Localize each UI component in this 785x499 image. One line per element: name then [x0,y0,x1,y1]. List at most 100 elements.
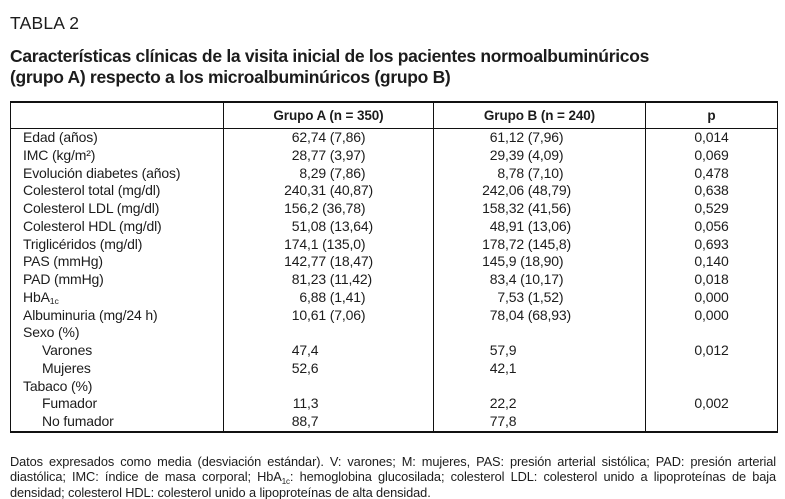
value-cell-grupo-b: 48,91 (13,06) [433,217,646,236]
table-number-kicker: TABLA 2 [10,13,80,33]
row-label: Colesterol LDL (mg/dl) [23,200,160,216]
row-label: Varones [42,342,93,358]
row-label: IMC (kg/m²) [23,146,96,163]
value-cell-grupo-b: 145,9 (18,90) [433,253,646,271]
value-cell-grupo-a: 156,2 (36,78) [223,200,434,218]
footnote-subscript: 1c [281,476,290,486]
row-label: Triglicéridos (mg/dl) [23,235,143,252]
value-cell-grupo-a: 47,4 [223,342,434,360]
row-label: PAS (mmHg) [23,253,103,270]
value-cell-grupo-a: 51,08 (13,64) [223,217,434,236]
value-cell-grupo-b: 22,2 [433,395,646,413]
table-header: Grupo A (n = 350) Grupo B (n = 240) p [10,102,778,129]
footnote-text-part1: Datos expresados como media (desviación … [10,453,776,485]
table-footnote: Datos expresados como media (desviación … [10,454,776,499]
row-label: Evolución diabetes (años) [23,164,181,181]
value-cell-grupo-b: 242,06 (48,79) [433,182,646,200]
value-cell-grupo-a: 142,77 (18,47) [223,253,434,271]
table-row: Colesterol total (mg/dl) 240,31 (40,87) … [11,182,778,200]
row-label: Colesterol HDL (mg/dl) [23,217,162,234]
value-cell-grupo-b: 83,4 (10,17) [433,271,646,289]
table-row: PAD (mmHg) 81,23 (11,42) 83,4 (10,17) 0,… [11,271,778,289]
value-cell-grupo-b: 29,39 (4,09) [433,146,646,165]
table-row: Triglicéridos (mg/dl) 174,1 (135,0) 178,… [11,235,778,254]
value-cell-grupo-b: 61,12 (7,96) [433,128,646,147]
value-cell-grupo-a [223,377,434,396]
value-cell-grupo-b [433,324,646,342]
value-cell-grupo-b: 158,32 (41,56) [433,200,646,218]
table-row: Colesterol HDL (mg/dl) 51,08 (13,64) 48,… [11,217,778,236]
value-cell-grupo-a: 11,3 [223,395,434,413]
table-row: No fumador 88,7 77,8 [11,413,778,432]
value-cell-p: 0,638 [645,182,778,200]
table-row: Albuminuria (mg/24 h) 10,61 (7,06) 78,04… [11,306,778,325]
column-header-empty [10,102,224,129]
row-label: Tabaco (%) [23,377,93,394]
table-row: IMC (kg/m²) 28,77 (3,97) 29,39 (4,09) 0,… [11,146,778,165]
value-cell-p: 0,014 [645,128,778,147]
table-body: Edad (años) 62,74 (7,86) 61,12 (7,96) 0,… [11,128,778,432]
value-cell-grupo-b: 42,1 [433,359,646,378]
value-cell-grupo-a: 52,6 [223,359,434,378]
value-cell-p: 0,069 [645,146,778,165]
value-cell-grupo-a: 88,7 [223,413,434,432]
value-cell-p: 0,693 [645,235,778,254]
column-header-p: p [645,102,778,129]
table-row: Colesterol LDL (mg/dl) 156,2 (36,78) 158… [11,200,778,218]
column-header-grupo-b: Grupo B (n = 240) [433,102,646,129]
value-cell-grupo-b: 57,9 [433,342,646,360]
table-row: PAS (mmHg) 142,77 (18,47) 145,9 (18,90) … [11,253,778,271]
value-cell-grupo-a: 10,61 (7,06) [223,306,434,325]
clinical-characteristics-table: Grupo A (n = 350) Grupo B (n = 240) p Ed… [10,101,778,433]
value-cell-grupo-a: 81,23 (11,42) [223,271,434,289]
value-cell-grupo-a: 28,77 (3,97) [223,146,434,165]
value-cell-p: 0,478 [645,164,778,183]
table-row: Tabaco (%) [11,377,778,396]
value-cell-p: 0,529 [645,200,778,218]
value-cell-p: 0,002 [645,395,778,413]
value-cell-grupo-b: 77,8 [433,413,646,432]
value-cell-grupo-b: 7,53 (1,52) [433,288,646,307]
value-cell-p [645,377,778,396]
table-row: Edad (años) 62,74 (7,86) 61,12 (7,96) 0,… [11,128,778,147]
column-header-grupo-a: Grupo A (n = 350) [223,102,434,129]
row-label: Mujeres [42,359,91,376]
value-cell-grupo-a: 8,29 (7,86) [223,164,434,183]
row-label: Sexo (%) [23,324,80,341]
value-cell-p: 0,012 [645,342,778,360]
row-label: HbA1c [23,288,59,307]
footnote-text-part2: : hemoglobina glucosilada; colesterol LD… [10,469,777,499]
row-label: Albuminuria (mg/24 h) [23,306,158,323]
value-cell-p: 0,000 [645,288,778,307]
value-cell-p: 0,140 [645,253,778,271]
row-label: PAD (mmHg) [23,271,104,287]
row-label: Fumador [42,395,97,412]
value-cell-p: 0,056 [645,217,778,236]
table-title: Características clínicas de la visita in… [10,46,785,88]
row-label: Colesterol total (mg/dl) [23,182,161,199]
table-title-line1: Características clínicas de la visita in… [10,46,650,66]
value-cell-grupo-a: 174,1 (135,0) [223,235,434,254]
value-cell-p: 0,000 [645,306,778,325]
value-cell-grupo-b: 78,04 (68,93) [433,306,646,325]
value-cell-grupo-a: 240,31 (40,87) [223,182,434,200]
table-row: Mujeres 52,6 42,1 [11,359,778,378]
value-cell-grupo-b [433,377,646,396]
table-row: Varones 47,4 57,9 0,012 [11,342,778,360]
table-title-line2: (grupo A) respecto a los microalbuminúri… [10,67,451,87]
value-cell-p: 0,018 [645,271,778,289]
value-cell-grupo-b: 8,78 (7,10) [433,164,646,183]
table-row: HbA1c 6,88 (1,41) 7,53 (1,52) 0,000 [11,288,778,307]
value-cell-grupo-a: 6,88 (1,41) [223,288,434,307]
table-row: Fumador 11,3 22,2 0,002 [11,395,778,413]
value-cell-p [645,413,778,432]
table-row: Sexo (%) [11,324,778,342]
value-cell-grupo-a [223,324,434,342]
row-label: Edad (años) [23,129,98,145]
value-cell-grupo-b: 178,72 (145,8) [433,235,646,254]
header-row: Grupo A (n = 350) Grupo B (n = 240) p [10,102,778,129]
table-row: Evolución diabetes (años) 8,29 (7,86) 8,… [11,164,778,183]
value-cell-p [645,359,778,378]
value-cell-grupo-a: 62,74 (7,86) [223,128,434,147]
